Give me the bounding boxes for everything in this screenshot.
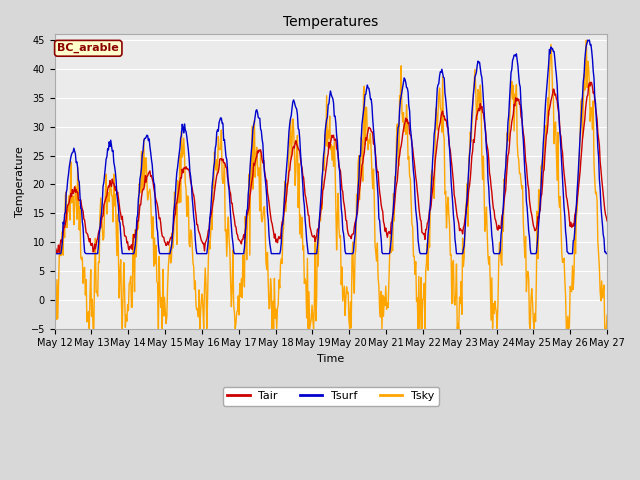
Tsky (61, 234, 68, 240)
Tair (604, 218, 611, 224)
Tsurf (398, 88, 406, 94)
Tair (204, 233, 211, 239)
Tsurf (51, 251, 58, 256)
Tsurf (118, 243, 125, 249)
Text: BC_arable: BC_arable (58, 43, 119, 53)
Tair (53, 251, 61, 256)
Title: Temperatures: Temperatures (284, 15, 378, 29)
Tsky (414, 326, 422, 332)
Tsurf (604, 251, 611, 256)
Tsky (118, 301, 125, 307)
Tsky (604, 312, 611, 318)
Y-axis label: Temperature: Temperature (15, 146, 25, 217)
Tsurf (203, 251, 211, 256)
Tsurf (61, 211, 68, 217)
Tair (399, 132, 406, 137)
Tsurf (584, 37, 592, 43)
Tair (51, 249, 58, 255)
X-axis label: Time: Time (317, 354, 344, 364)
Tsurf (414, 237, 422, 243)
Tair (587, 79, 595, 85)
Line: Tsky: Tsky (54, 40, 607, 329)
Tsky (173, 178, 181, 184)
Tair (415, 204, 422, 209)
Tsky (582, 37, 590, 43)
Tsurf (173, 165, 181, 170)
Tair (61, 220, 69, 226)
Line: Tsurf: Tsurf (54, 40, 607, 253)
Tsky (51, 326, 58, 332)
Tsky (203, 326, 211, 332)
Tair (118, 214, 126, 219)
Tsky (398, 108, 406, 114)
Line: Tair: Tair (54, 82, 607, 253)
Legend: Tair, Tsurf, Tsky: Tair, Tsurf, Tsky (223, 386, 439, 406)
Tair (175, 190, 182, 196)
